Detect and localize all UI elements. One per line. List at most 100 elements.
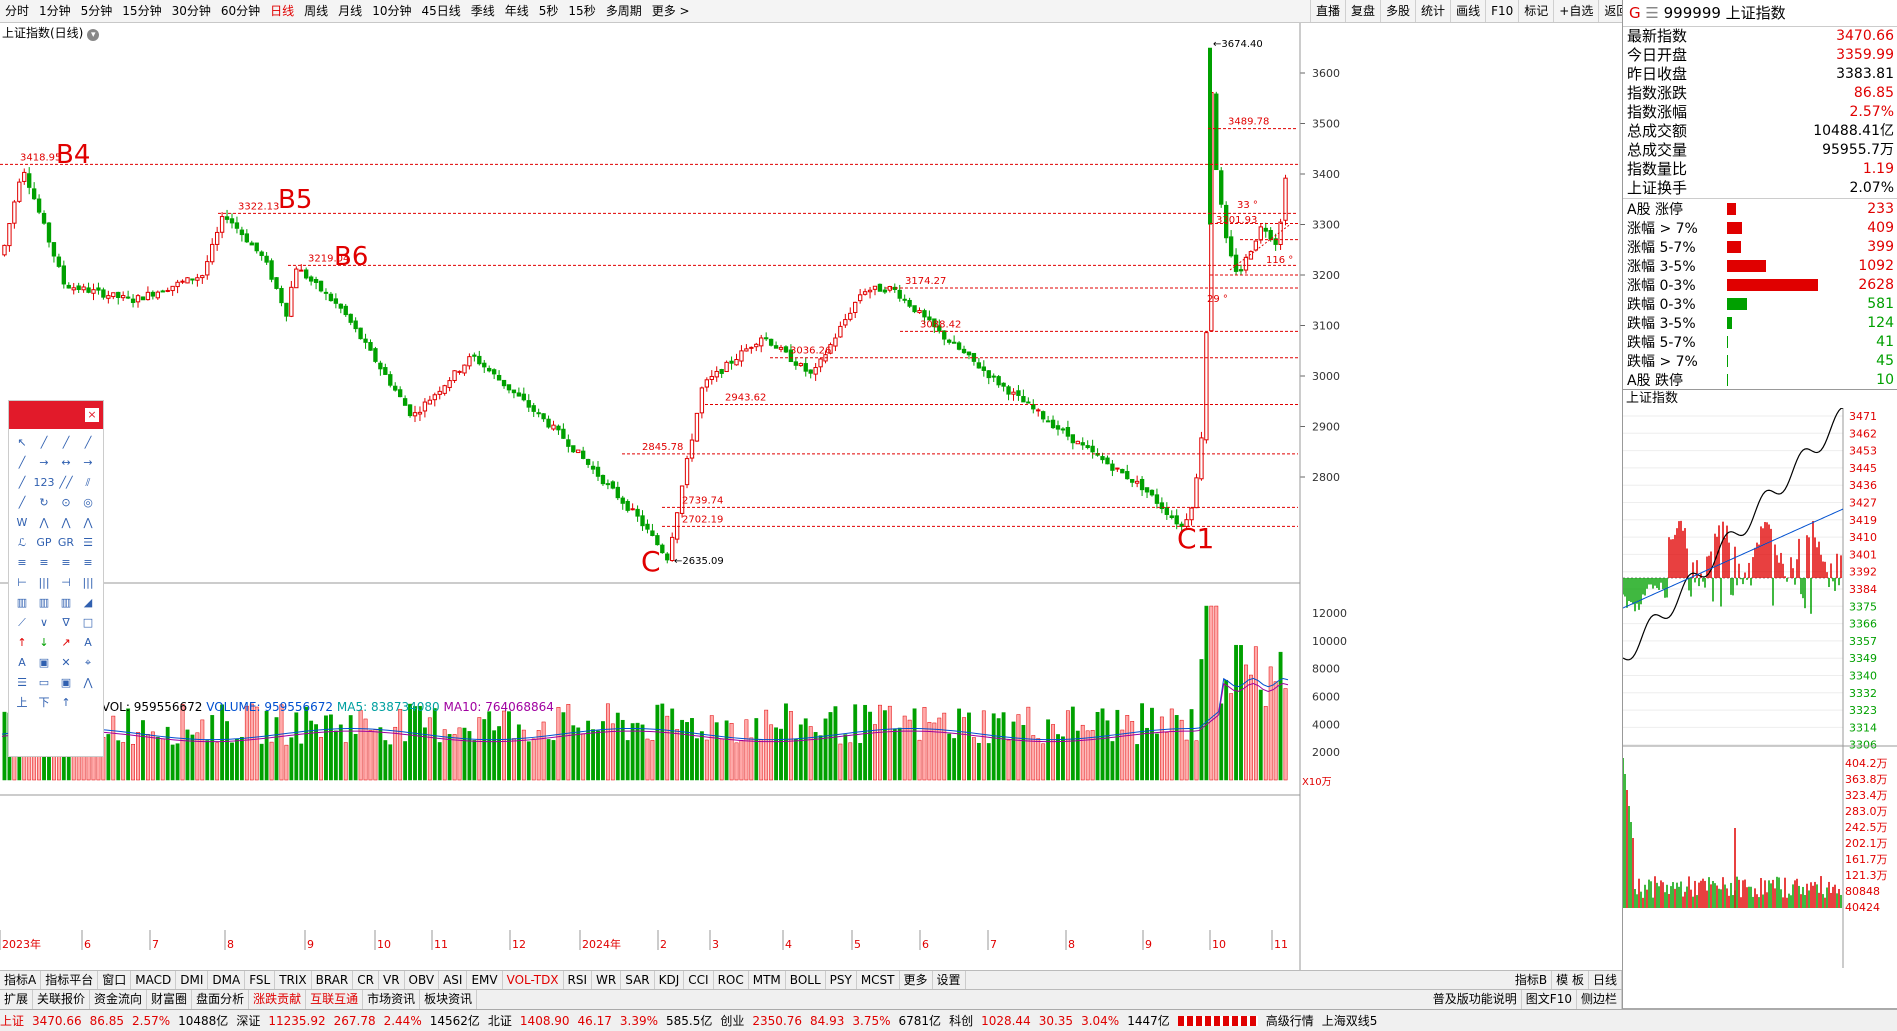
drawing-tool-icon[interactable]: ||| bbox=[82, 576, 94, 589]
drawing-tool-icon[interactable]: ✕ bbox=[61, 656, 71, 669]
period-10[interactable]: 45日线 bbox=[421, 4, 461, 18]
kline-chart[interactable]: 3418.95 3322.13 3219.04 3174.27 3088.42 3036.… bbox=[0, 23, 1572, 970]
drawing-tool-icon[interactable]: → bbox=[39, 456, 49, 469]
drawing-tool-icon[interactable]: ▣ bbox=[38, 656, 50, 669]
period-6[interactable]: 日线 bbox=[270, 4, 295, 18]
drawing-tool-icon[interactable]: 123 bbox=[33, 476, 55, 489]
period-16[interactable]: 更多 > bbox=[651, 4, 690, 18]
drawing-tool-icon[interactable]: ▥ bbox=[38, 596, 50, 609]
ext-tab-8[interactable]: 板块资讯 bbox=[420, 990, 478, 1009]
indicator-tab-11[interactable]: OBV bbox=[405, 971, 440, 990]
indicator-tab-18[interactable]: KDJ bbox=[655, 971, 685, 990]
indicator-tab-7[interactable]: TRIX bbox=[275, 971, 312, 990]
ext-tab-2[interactable]: 资金流向 bbox=[90, 990, 148, 1009]
toolbar-btn-5[interactable]: F10 bbox=[1485, 0, 1518, 22]
period-14[interactable]: 15秒 bbox=[568, 4, 596, 18]
drawing-tool-icon[interactable]: ⋀ bbox=[83, 676, 93, 689]
toolbar-btn-7[interactable]: +自选 bbox=[1553, 0, 1598, 22]
drawing-tool-icon[interactable]: ╱ bbox=[40, 436, 48, 449]
period-4[interactable]: 30分钟 bbox=[171, 4, 211, 18]
intraday-mini-chart[interactable]: 3471 3462 3453 3445 3436 3427 3419 3410 3401 3392… bbox=[1622, 407, 1897, 968]
toolbar-btn-1[interactable]: 复盘 bbox=[1345, 0, 1380, 22]
indicator-tab-12[interactable]: ASI bbox=[439, 971, 468, 990]
drawing-tool-icon[interactable]: ⫽ bbox=[85, 476, 91, 489]
drawing-tool-icon[interactable]: ∇ bbox=[62, 616, 70, 629]
drawing-tool-icon[interactable]: ◢ bbox=[83, 596, 93, 609]
drawing-tool-icon[interactable]: ⋀ bbox=[61, 516, 71, 529]
drawing-tool-icon[interactable]: ╱ bbox=[18, 456, 26, 469]
drawing-tool-icon[interactable]: ↓ bbox=[39, 636, 49, 649]
drawing-tool-icon[interactable]: ⋀ bbox=[39, 516, 49, 529]
toolbar-btn-2[interactable]: 多股 bbox=[1380, 0, 1415, 22]
drawing-tool-icon[interactable]: ≡ bbox=[61, 556, 71, 569]
drawing-tool-icon[interactable]: ▥ bbox=[60, 596, 72, 609]
drawing-tool-icon[interactable]: ∨ bbox=[39, 616, 49, 629]
indicator-tab-23[interactable]: PSY bbox=[826, 971, 857, 990]
drawing-tool-icon[interactable]: □ bbox=[82, 616, 94, 629]
toolbar-btn-6[interactable]: 标记 bbox=[1518, 0, 1553, 22]
indicator-tab-5[interactable]: DMA bbox=[208, 971, 246, 990]
indicator-tab-28[interactable]: 模 板 bbox=[1552, 971, 1589, 990]
drawing-tool-icon[interactable]: ⊙ bbox=[61, 496, 71, 509]
drawing-tool-icon[interactable]: ⋀ bbox=[83, 516, 93, 529]
drawing-tool-icon[interactable]: ╱ bbox=[18, 496, 26, 509]
indicator-tab-4[interactable]: DMI bbox=[176, 971, 209, 990]
drawing-tool-icon[interactable]: ⟋ bbox=[18, 616, 26, 629]
ext-right-tab-0[interactable]: 普及版功能说明 bbox=[1429, 990, 1522, 1009]
ext-tab-4[interactable]: 盘面分析 bbox=[192, 990, 250, 1009]
indicator-tab-14[interactable]: VOL-TDX bbox=[503, 971, 564, 990]
indicator-tab-25[interactable]: 更多 bbox=[900, 971, 933, 990]
period-8[interactable]: 月线 bbox=[338, 4, 363, 18]
drawing-tool-icon[interactable]: ≡ bbox=[17, 556, 27, 569]
indicator-tab-0[interactable]: 指标A bbox=[0, 971, 42, 990]
indicator-tab-24[interactable]: MCST bbox=[857, 971, 900, 990]
drawing-tool-icon[interactable]: ℒ bbox=[18, 536, 26, 549]
drawing-tool-icon[interactable]: ▣ bbox=[60, 676, 72, 689]
indicator-tab-10[interactable]: VR bbox=[379, 971, 405, 990]
drawing-tool-icon[interactable]: ╱ bbox=[84, 436, 92, 449]
indicator-tab-15[interactable]: RSI bbox=[564, 971, 593, 990]
indicator-tab-3[interactable]: MACD bbox=[131, 971, 177, 990]
drawing-tool-icon[interactable]: ↗ bbox=[61, 636, 71, 649]
ext-right-tab-1[interactable]: 图文F10 bbox=[1522, 990, 1577, 1009]
drawing-tool-icon[interactable]: ↖ bbox=[17, 436, 27, 449]
status-server[interactable]: 上海双线5 bbox=[1321, 1014, 1378, 1028]
drawing-tool-icon[interactable]: ||| bbox=[38, 576, 50, 589]
drawing-tool-icon[interactable]: ≡ bbox=[39, 556, 49, 569]
drawing-tool-icon[interactable]: ╱╱ bbox=[59, 476, 73, 489]
drawing-tool-icon[interactable]: ╱ bbox=[62, 436, 70, 449]
ext-tab-1[interactable]: 关联报价 bbox=[33, 990, 91, 1009]
period-12[interactable]: 年线 bbox=[504, 4, 529, 18]
drawing-tool-icon[interactable]: ☰ bbox=[17, 676, 27, 689]
drawing-tool-icon[interactable]: ↔ bbox=[61, 456, 71, 469]
period-7[interactable]: 周线 bbox=[304, 4, 329, 18]
period-3[interactable]: 15分钟 bbox=[122, 4, 162, 18]
period-11[interactable]: 季线 bbox=[470, 4, 495, 18]
drawing-tool-icon[interactable] bbox=[77, 693, 99, 713]
indicator-tab-22[interactable]: BOLL bbox=[786, 971, 826, 990]
indicator-tab-29[interactable]: 日线 bbox=[1589, 971, 1622, 990]
drawing-tool-icon[interactable]: → bbox=[83, 456, 93, 469]
ext-right-tab-2[interactable]: 侧边栏 bbox=[1577, 990, 1622, 1009]
drawing-tool-icon[interactable]: ⊢ bbox=[17, 576, 27, 589]
period-13[interactable]: 5秒 bbox=[538, 4, 559, 18]
drawing-tool-icon[interactable]: ↑ bbox=[61, 696, 71, 709]
indicator-tab-16[interactable]: WR bbox=[592, 971, 622, 990]
menu-icon[interactable]: ☰ bbox=[1645, 4, 1659, 22]
drawing-tool-icon[interactable]: 上 bbox=[16, 696, 28, 709]
ext-tab-5[interactable]: 涨跌贡献 bbox=[249, 990, 307, 1009]
drawing-tool-icon[interactable]: A bbox=[18, 656, 26, 669]
ext-tab-7[interactable]: 市场资讯 bbox=[363, 990, 421, 1009]
indicator-tab-2[interactable]: 窗口 bbox=[98, 971, 132, 990]
ext-tab-3[interactable]: 财富圈 bbox=[147, 990, 193, 1009]
indicator-tab-27[interactable]: 指标B bbox=[1511, 971, 1553, 990]
drawing-tool-icon[interactable]: A bbox=[84, 636, 92, 649]
indicator-tab-26[interactable]: 设置 bbox=[933, 971, 966, 990]
drawing-tool-icon[interactable]: ▥ bbox=[16, 596, 28, 609]
period-15[interactable]: 多周期 bbox=[605, 4, 642, 18]
ext-tab-6[interactable]: 互联互通 bbox=[306, 990, 364, 1009]
drawing-tool-icon[interactable]: ↑ bbox=[17, 636, 27, 649]
period-1[interactable]: 1分钟 bbox=[39, 4, 71, 18]
toolbar-btn-4[interactable]: 画线 bbox=[1450, 0, 1485, 22]
indicator-tab-20[interactable]: ROC bbox=[714, 971, 749, 990]
